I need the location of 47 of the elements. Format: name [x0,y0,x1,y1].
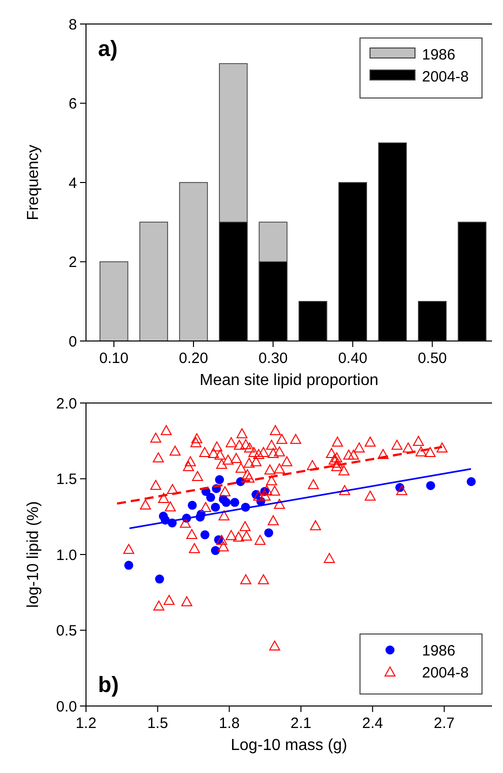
y-axis-title: Frequency [25,144,42,220]
x-tick-label: 0.40 [338,350,368,367]
x-tick-label: 0.20 [178,350,208,367]
point [222,498,231,507]
point [210,502,220,512]
point [426,481,436,490]
annotation: b) [98,672,119,697]
bar [179,182,208,342]
point [215,475,224,484]
y-tick-label: 4 [68,174,77,192]
point [264,528,274,538]
point [206,492,216,502]
point [230,498,240,507]
point [200,530,210,540]
point [466,477,476,486]
point [210,546,220,556]
y-tick-label: 0.5 [56,622,77,640]
bar [139,222,168,342]
x-tick-label: 0.50 [418,350,447,367]
x-tick-label: 0.30 [258,350,288,367]
point [188,500,197,510]
y-tick-label: 2.0 [56,395,77,412]
legend-label: 2004-8 [422,68,469,86]
legend-label: 1986 [422,642,456,660]
x-axis-title: Mean site lipid proportion [200,372,378,389]
x-axis-title: Log-10 mass (g) [230,737,348,754]
legend-label: 2004-8 [422,664,469,682]
y-axis-title: log-10 lipid (%) [25,501,42,608]
point [155,574,164,584]
point [124,560,134,570]
x-tick-label: 2.1 [290,715,312,732]
x-tick-label: 2.7 [434,715,455,732]
y-tick-label: 1.5 [56,471,77,488]
x-tick-label: 1.2 [76,715,96,732]
y-tick-label: 0.0 [56,698,77,716]
y-tick-label: 1.0 [56,546,77,564]
legend-label: 1986 [422,46,456,64]
x-tick-label: 1.8 [218,715,240,732]
x-tick-label: 1.5 [147,715,168,732]
y-tick-label: 6 [68,96,77,112]
annotation: a) [98,36,118,61]
x-tick-label: 0.10 [99,350,128,367]
bar [100,261,128,342]
y-tick-label: 2 [68,254,77,271]
x-tick-label: 2.4 [362,715,384,732]
y-tick-label: 0 [68,333,77,350]
y-tick-label: 8 [68,16,77,34]
